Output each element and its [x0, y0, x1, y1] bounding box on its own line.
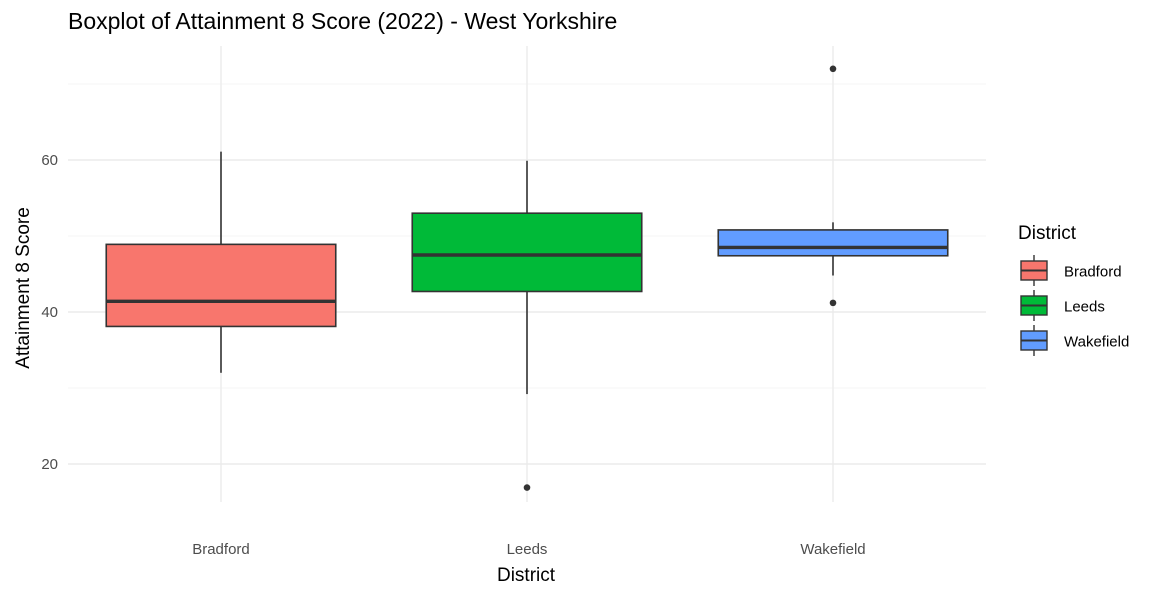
legend-item-leeds: Leeds — [1020, 290, 1105, 321]
x-axis-ticks: Bradford Leeds Wakefield — [192, 541, 865, 558]
legend-items: Bradford Leeds Wakefield — [1020, 255, 1129, 356]
legend-item-bradford: Bradford — [1020, 255, 1122, 286]
box-leeds — [411, 160, 643, 491]
y-tick-label: 40 — [41, 304, 58, 321]
outlier-point — [523, 484, 531, 491]
y-axis-title: Attainment 8 Score — [13, 207, 34, 369]
box-wakefield — [717, 65, 949, 307]
chart-title: Boxplot of Attainment 8 Score (2022) - W… — [68, 8, 617, 34]
boxplot-layer — [105, 65, 949, 491]
y-tick-label: 60 — [41, 152, 58, 169]
legend-item-wakefield: Wakefield — [1020, 325, 1129, 356]
x-axis-title: District — [497, 565, 556, 586]
box-body — [411, 212, 643, 293]
box-bradford — [105, 151, 337, 373]
legend-label: Bradford — [1064, 264, 1122, 281]
legend: District Bradford Leeds Wakefield — [1018, 223, 1129, 356]
outlier-point — [829, 65, 837, 73]
legend-title: District — [1018, 223, 1077, 244]
x-tick-label: Wakefield — [800, 541, 865, 558]
legend-label: Wakefield — [1064, 334, 1129, 351]
y-tick-label: 20 — [41, 456, 58, 473]
box-body — [105, 243, 337, 328]
outlier-point — [829, 299, 837, 307]
y-axis-ticks: 20 40 60 — [41, 152, 58, 473]
x-tick-label: Leeds — [507, 541, 548, 558]
box-body — [717, 229, 949, 257]
legend-label: Leeds — [1064, 299, 1105, 316]
x-tick-label: Bradford — [192, 541, 250, 558]
